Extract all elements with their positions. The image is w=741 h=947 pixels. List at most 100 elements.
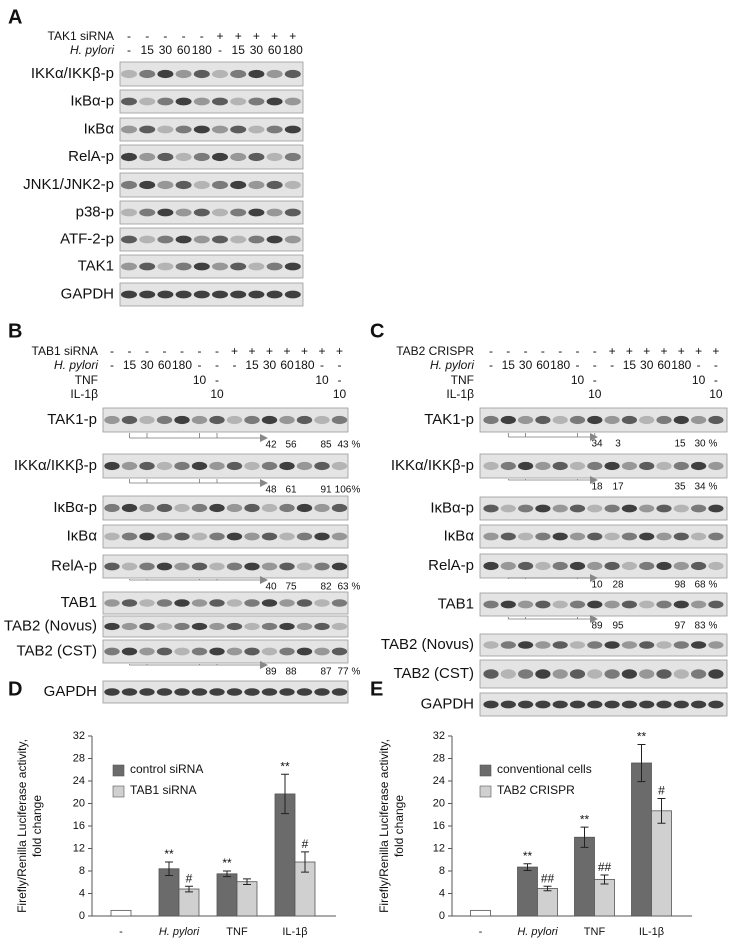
blot — [119, 117, 304, 142]
blot-label: TAB2 (Novus) — [381, 636, 474, 653]
lane-condition: - — [215, 358, 219, 372]
band — [621, 669, 638, 679]
band — [248, 69, 265, 79]
band — [244, 647, 260, 656]
band — [517, 504, 534, 513]
band — [120, 97, 138, 106]
band — [500, 461, 516, 471]
band — [191, 622, 208, 631]
band — [191, 599, 208, 607]
quantification: 17 — [612, 482, 624, 493]
lane-condition: - — [489, 344, 493, 358]
lane-condition: + — [318, 344, 325, 358]
band — [535, 532, 551, 541]
band — [569, 700, 586, 709]
blot-label: IKKα/IKKβ-p — [31, 65, 114, 82]
band — [209, 461, 225, 471]
lane-condition: - — [110, 344, 114, 358]
blot — [102, 615, 349, 638]
lane-condition: 180 — [671, 358, 691, 372]
band — [266, 97, 283, 106]
band — [139, 69, 156, 79]
band — [569, 561, 586, 571]
band — [296, 461, 313, 471]
band — [279, 647, 295, 656]
band — [296, 599, 313, 607]
lane-condition: - — [714, 373, 718, 387]
band — [569, 415, 586, 425]
band — [174, 562, 190, 571]
band — [517, 641, 534, 649]
band — [266, 69, 283, 79]
band — [296, 688, 313, 696]
band — [552, 600, 568, 609]
band — [175, 69, 192, 79]
lane-condition: - — [163, 29, 167, 43]
band — [604, 600, 620, 609]
lane-condition: - — [182, 29, 186, 43]
band — [226, 562, 243, 571]
lane-condition: 180 — [283, 43, 303, 57]
band — [708, 641, 724, 649]
significance-label: ** — [637, 730, 647, 744]
band — [500, 532, 516, 541]
band — [284, 69, 301, 79]
quantification: 18 — [591, 482, 603, 493]
quantification: 82 — [320, 582, 332, 593]
lane-condition: + — [235, 29, 242, 43]
band — [230, 69, 247, 79]
band — [104, 599, 120, 607]
band — [156, 599, 173, 607]
error-bar — [243, 878, 251, 885]
band — [193, 180, 210, 190]
band — [193, 290, 210, 299]
y-tick-label: 28 — [73, 752, 85, 764]
band — [230, 262, 247, 271]
band — [121, 688, 138, 696]
band — [690, 641, 707, 649]
band — [656, 504, 672, 513]
band — [266, 208, 283, 217]
blot — [479, 407, 728, 433]
band — [121, 599, 138, 607]
band — [483, 669, 499, 679]
band — [621, 641, 638, 649]
band — [535, 641, 551, 649]
y-tick-label: 32 — [433, 730, 445, 742]
lane-condition: 60 — [280, 358, 294, 372]
blot — [119, 254, 304, 279]
lane-condition: + — [660, 344, 667, 358]
blot — [119, 89, 304, 114]
band — [500, 415, 516, 425]
lane-condition: 30 — [263, 358, 277, 372]
band — [296, 532, 313, 541]
band — [230, 152, 247, 162]
blot — [479, 659, 728, 689]
band — [191, 461, 208, 471]
blot-label: IκBα-p — [53, 499, 97, 516]
band — [211, 97, 229, 106]
quantification: 106 — [335, 485, 352, 496]
band — [139, 532, 155, 541]
band — [279, 503, 295, 513]
significance-label: ** — [222, 856, 232, 870]
blot-label: TAB1 — [438, 595, 474, 612]
blot-label: RelA-p — [428, 557, 474, 574]
band — [673, 461, 689, 471]
quantification: 75 — [285, 582, 297, 593]
band — [230, 235, 247, 244]
band — [656, 532, 672, 541]
band — [331, 688, 348, 696]
band — [621, 561, 638, 571]
band — [279, 415, 295, 425]
lane-condition: - — [180, 344, 184, 358]
blot-label: TAB2 (Novus) — [4, 617, 97, 634]
condition-label: TAB2 CRISPR — [396, 344, 474, 358]
lane-condition: 180 — [294, 358, 314, 372]
band — [120, 152, 138, 162]
x-tick-label: - — [479, 926, 483, 938]
band — [500, 641, 516, 649]
band — [230, 97, 247, 106]
band — [121, 647, 138, 656]
band — [248, 290, 265, 299]
